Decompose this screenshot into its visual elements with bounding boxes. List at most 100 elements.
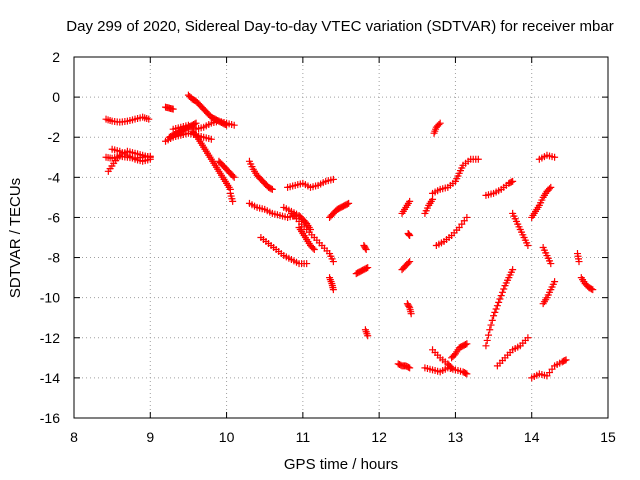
data-point xyxy=(509,177,517,185)
series-segment xyxy=(421,195,437,217)
data-point xyxy=(462,340,470,348)
data-point xyxy=(192,119,200,127)
axis-ticks xyxy=(73,56,609,419)
series-segment xyxy=(326,274,337,294)
data-point xyxy=(495,298,503,306)
series-segment xyxy=(573,250,583,266)
data-point xyxy=(488,316,496,324)
data-point xyxy=(229,197,237,205)
data-point xyxy=(268,185,276,193)
data-point xyxy=(484,331,492,339)
data-point xyxy=(429,195,437,203)
data-point xyxy=(463,370,471,378)
series-segment xyxy=(226,189,237,205)
data-point xyxy=(575,258,583,266)
y-tick-label: -8 xyxy=(48,250,61,266)
data-point xyxy=(524,334,532,342)
data-point xyxy=(404,363,412,371)
series-segment xyxy=(430,119,444,137)
data-point xyxy=(547,260,555,268)
data-point xyxy=(361,244,369,252)
series-segment xyxy=(429,346,456,372)
data-point xyxy=(405,302,413,310)
data-point xyxy=(435,121,443,129)
data-points xyxy=(102,91,597,382)
data-point xyxy=(404,259,412,267)
data-point xyxy=(446,363,454,371)
series-segment xyxy=(539,244,555,268)
series-segment xyxy=(352,264,372,278)
series-segment xyxy=(108,145,154,165)
data-point xyxy=(436,119,444,127)
x-tick-label: 11 xyxy=(296,429,311,445)
series-segment xyxy=(215,157,238,181)
y-tick-label: 2 xyxy=(52,49,60,65)
chart-title: Day 299 of 2020, Sidereal Day-to-day VTE… xyxy=(66,18,613,35)
data-point xyxy=(329,258,337,266)
series-segment xyxy=(448,340,471,362)
data-point xyxy=(230,121,238,129)
data-point xyxy=(229,172,237,180)
data-point xyxy=(507,178,515,186)
y-tick-label: 0 xyxy=(52,89,60,105)
x-tick-labels: 8 9 10 11 12 13 14 15 xyxy=(70,429,616,445)
data-point xyxy=(345,199,353,207)
y-tick-label: -4 xyxy=(48,169,61,185)
data-point xyxy=(364,264,372,272)
x-tick-label: 12 xyxy=(371,429,387,445)
data-point xyxy=(492,305,500,313)
x-tick-label: 10 xyxy=(219,429,235,445)
data-point xyxy=(406,197,414,205)
series-segment xyxy=(528,183,555,221)
data-point xyxy=(546,185,554,193)
data-point xyxy=(524,242,532,250)
data-point xyxy=(362,246,370,254)
data-point xyxy=(191,120,199,128)
series-segment xyxy=(482,266,517,350)
series-segment xyxy=(528,356,570,382)
data-point xyxy=(407,310,415,318)
series-segment xyxy=(284,175,337,191)
series-segment xyxy=(326,199,353,221)
data-point xyxy=(329,286,337,294)
x-tick-label: 13 xyxy=(448,429,464,445)
series-segment xyxy=(360,242,370,254)
series-segment xyxy=(287,209,337,266)
series-segment xyxy=(535,151,559,163)
y-tick-label: -10 xyxy=(40,290,60,306)
series-segment xyxy=(432,213,471,250)
series-segment xyxy=(162,103,177,113)
data-point xyxy=(486,326,494,334)
data-point xyxy=(474,155,482,163)
series-segment xyxy=(398,197,414,217)
series-segment xyxy=(361,326,372,340)
data-point xyxy=(223,121,231,129)
data-point xyxy=(482,342,490,350)
series-segment xyxy=(404,229,414,239)
data-point xyxy=(551,153,559,161)
data-point xyxy=(493,302,501,310)
x-tick-label: 15 xyxy=(600,429,616,445)
data-point xyxy=(547,183,555,191)
data-point xyxy=(406,258,414,266)
data-point xyxy=(362,264,370,272)
y-tick-label: -12 xyxy=(40,330,60,346)
series-segment xyxy=(509,209,532,250)
y-tick-label: -6 xyxy=(48,209,61,225)
data-point xyxy=(463,213,471,221)
data-point xyxy=(487,321,495,329)
data-point xyxy=(309,244,317,252)
x-axis-label: GPS time / hours xyxy=(284,456,398,473)
plot-frame xyxy=(73,56,609,419)
data-point xyxy=(448,364,456,372)
data-point xyxy=(406,364,414,372)
data-point xyxy=(364,332,372,340)
data-point xyxy=(490,312,498,320)
series-segment xyxy=(577,274,597,294)
y-tick-label: -14 xyxy=(40,370,60,386)
data-point xyxy=(562,356,570,364)
x-tick-label: 14 xyxy=(524,429,540,445)
x-tick-label: 9 xyxy=(146,429,154,445)
series-segment xyxy=(429,155,482,197)
